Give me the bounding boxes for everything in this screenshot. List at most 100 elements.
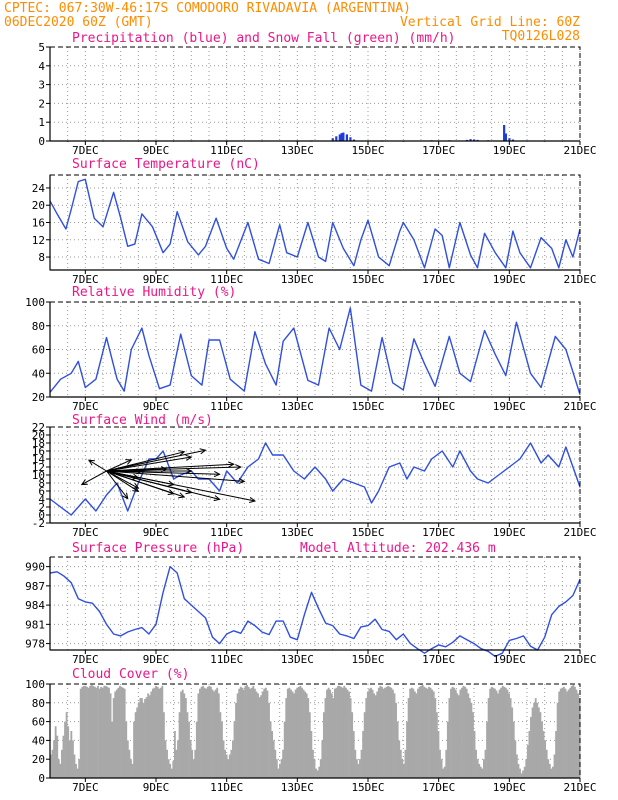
cloud-bar [366, 691, 369, 778]
cloud-bar [271, 731, 274, 778]
y-tick-label: 10 [32, 469, 45, 482]
cloud-bar [333, 688, 336, 778]
cloud-bar [235, 702, 237, 778]
cloud-bar [199, 688, 201, 778]
cloud-bar [525, 759, 528, 778]
y-tick-label: 14 [32, 453, 46, 466]
cloud-bar [188, 721, 190, 778]
cloud-bar [268, 702, 270, 778]
cloud-bar [247, 686, 250, 778]
wind-vector-arrow [106, 470, 256, 502]
cloud-bar [515, 754, 518, 778]
cloud-bar [534, 698, 537, 778]
cloud-bar [307, 698, 310, 778]
wind-vector-arrow [106, 470, 174, 495]
cloud-bar [506, 689, 509, 778]
cloud-bar [180, 691, 183, 778]
cloud-bar [75, 763, 77, 778]
x-tick-label: 13DEC [281, 400, 314, 413]
cloud-bar [291, 691, 294, 778]
wind-vector-arrow [88, 459, 107, 472]
cloud-bar [86, 686, 88, 778]
x-tick-label: 19DEC [493, 653, 526, 666]
y-tick-label: 5 [38, 41, 45, 54]
cloud-bar [117, 687, 120, 778]
cloud-bar [482, 759, 485, 778]
cloud-bar [343, 685, 346, 778]
wind-vector-arrow [106, 456, 192, 472]
x-tick-label: 21DEC [563, 273, 596, 286]
cloud-bar [205, 688, 208, 778]
cloud-bar [537, 707, 540, 778]
x-tick-label: 11DEC [210, 526, 243, 539]
x-tick-label: 17DEC [422, 400, 455, 413]
cloud-bar [330, 693, 333, 778]
cloud-bar [468, 698, 471, 778]
cloud-bar [465, 688, 468, 778]
x-tick-label: 13DEC [281, 781, 314, 794]
cloud-bar [487, 698, 490, 778]
cloud-bar [368, 688, 371, 778]
cloud-bar [189, 740, 192, 778]
cloud-bar [257, 693, 259, 778]
wind-vector-arrow [106, 470, 245, 482]
cloud-bar [429, 687, 432, 778]
cloud-bar [310, 731, 313, 778]
wind-vector-head [185, 467, 193, 475]
cloud-bar [98, 688, 101, 778]
cloud-bar [575, 689, 578, 778]
cloud-bar [401, 759, 404, 778]
y-tick-label: 4 [38, 60, 45, 73]
cloud-bar [514, 740, 517, 778]
header-model-code: TQ0126L028 [502, 29, 580, 44]
cloud-bar [183, 693, 186, 778]
wind-vector-head [132, 486, 140, 493]
cloud-bar [246, 684, 248, 778]
cloud-bar [497, 693, 499, 778]
cloud-bar [362, 731, 365, 778]
y-tick-label: 0 [38, 509, 45, 522]
cloud-bar [459, 689, 462, 778]
wind-vector-arrow [106, 466, 241, 472]
cloud-bar [545, 749, 548, 778]
cloud-bar [461, 687, 463, 778]
cloud-bar [305, 693, 308, 778]
cloud-bar [406, 721, 408, 778]
cloud-bar [329, 689, 332, 778]
y-tick-label: -2 [32, 517, 45, 530]
cloud-bar [559, 688, 562, 778]
series-line [49, 442, 581, 516]
cloud-bar [244, 685, 247, 778]
cloud-bar [136, 707, 139, 778]
cloud-bar [531, 707, 534, 778]
cloud-bar [70, 731, 73, 778]
wind-vector-head [213, 495, 221, 502]
cloud-bar [104, 685, 107, 778]
cloud-bar [125, 721, 128, 778]
cloud-bar [263, 688, 266, 778]
cloud-bar [53, 740, 56, 778]
y-tick-label: 100 [25, 678, 45, 691]
cloud-bar [170, 768, 173, 778]
wind-vector-head [185, 454, 193, 461]
cloud-bar [569, 687, 572, 778]
cloud-bar [191, 749, 194, 778]
y-tick-label: 4 [38, 493, 45, 506]
cloud-bar [120, 686, 123, 778]
precip-bar [345, 134, 348, 141]
cloud-bar [84, 685, 87, 778]
cloud-bar [78, 759, 81, 778]
y-tick-label: 981 [25, 618, 45, 631]
cloud-bar [522, 770, 525, 778]
cloud-bar [68, 740, 71, 778]
cloud-bar [415, 693, 418, 778]
cloud-bar [266, 690, 269, 778]
cloud-bar [238, 688, 241, 778]
cloud-bar [484, 749, 487, 778]
cloud-bar [239, 686, 242, 778]
cloud-bar [476, 759, 479, 778]
panel-annotation: Model Altitude: 202.436 m [300, 541, 496, 556]
cloud-bar [396, 721, 399, 778]
cloud-bar [542, 731, 545, 778]
wind-vector-arrow [106, 459, 132, 472]
